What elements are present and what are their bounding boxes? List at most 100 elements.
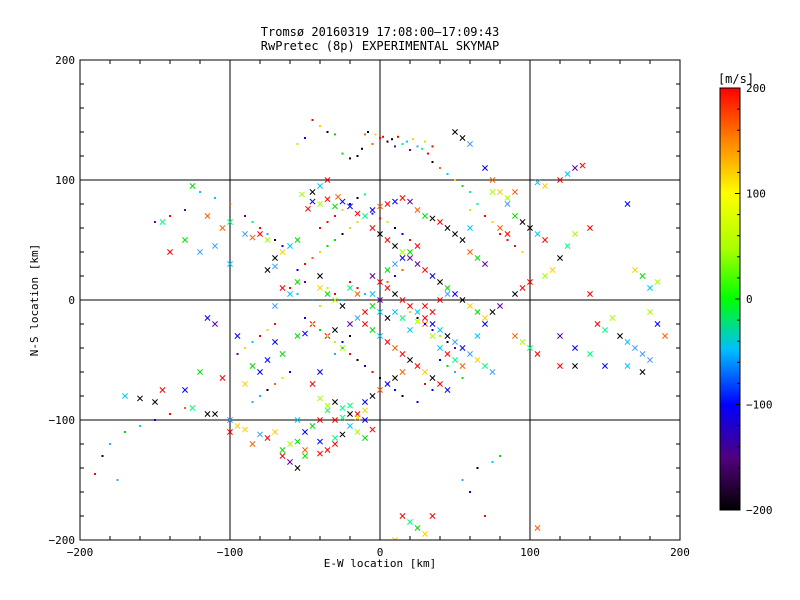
data-point-x bbox=[609, 315, 616, 321]
data-point-x bbox=[624, 339, 631, 345]
data-point-x bbox=[212, 321, 218, 327]
data-point-x bbox=[324, 291, 331, 297]
data-point-dot bbox=[401, 269, 404, 271]
data-point-dot bbox=[364, 215, 366, 217]
data-point-x bbox=[534, 351, 541, 357]
data-point-x bbox=[564, 171, 571, 177]
data-point-dot bbox=[454, 371, 456, 373]
data-point-dot bbox=[371, 371, 374, 373]
data-point-dot bbox=[491, 221, 494, 223]
data-point-x bbox=[332, 417, 338, 423]
data-point-x bbox=[482, 261, 488, 267]
data-point-x bbox=[287, 291, 293, 297]
data-point-dot bbox=[349, 335, 351, 337]
data-point-dot bbox=[274, 383, 276, 385]
data-point-x bbox=[339, 303, 346, 309]
data-point-x bbox=[234, 423, 241, 429]
data-point-dot bbox=[401, 233, 404, 235]
data-point-dot bbox=[364, 193, 366, 196]
data-point-dot bbox=[304, 317, 306, 319]
data-points bbox=[94, 119, 668, 540]
data-point-x bbox=[392, 291, 398, 297]
data-point-x bbox=[362, 309, 368, 315]
data-point-dot bbox=[469, 191, 471, 193]
data-point-x bbox=[392, 345, 398, 351]
data-point-x bbox=[444, 351, 451, 357]
data-point-x bbox=[414, 525, 421, 531]
data-point-x bbox=[399, 255, 406, 261]
data-point-x bbox=[467, 141, 473, 147]
data-point-x bbox=[587, 351, 593, 357]
data-point-dot bbox=[274, 323, 276, 325]
data-point-x bbox=[279, 447, 286, 453]
data-point-x bbox=[527, 345, 533, 351]
data-point-x bbox=[444, 225, 451, 231]
data-point-x bbox=[309, 423, 316, 429]
data-point-dot bbox=[431, 161, 434, 163]
data-point-x bbox=[392, 198, 398, 205]
data-point-dot bbox=[397, 135, 399, 138]
data-point-dot bbox=[454, 179, 456, 181]
data-point-x bbox=[354, 210, 361, 217]
data-point-x bbox=[264, 435, 271, 441]
data-point-dot bbox=[521, 251, 524, 253]
data-point-x bbox=[294, 333, 301, 339]
data-point-dot bbox=[431, 389, 434, 391]
data-point-x bbox=[219, 225, 226, 231]
data-point-dot bbox=[439, 167, 441, 169]
data-point-x bbox=[594, 321, 601, 327]
data-point-x bbox=[459, 237, 466, 243]
data-point-x bbox=[257, 431, 263, 438]
data-point-x bbox=[572, 345, 578, 351]
x-tick-label: 200 bbox=[670, 546, 690, 559]
data-point-x bbox=[617, 333, 623, 339]
data-point-x bbox=[557, 333, 563, 339]
data-point-x bbox=[369, 303, 376, 309]
data-point-x bbox=[302, 330, 308, 337]
data-point-x bbox=[444, 291, 451, 297]
data-point-x bbox=[264, 357, 271, 363]
data-point-dot bbox=[409, 311, 411, 313]
data-point-dot bbox=[476, 203, 479, 205]
data-point-dot bbox=[427, 152, 429, 155]
data-point-x bbox=[564, 243, 571, 249]
data-point-x bbox=[309, 381, 316, 387]
data-point-x bbox=[639, 351, 646, 357]
data-point-x bbox=[347, 423, 353, 429]
data-point-dot bbox=[394, 145, 396, 148]
data-point-x bbox=[572, 363, 578, 369]
data-point-dot bbox=[416, 401, 419, 403]
data-point-x bbox=[272, 263, 278, 270]
data-point-dot bbox=[296, 269, 299, 271]
data-point-dot bbox=[236, 353, 239, 355]
data-point-dot bbox=[421, 147, 423, 150]
data-point-x bbox=[429, 513, 436, 519]
data-point-x bbox=[369, 207, 376, 213]
data-point-x bbox=[272, 255, 278, 261]
data-point-x bbox=[339, 431, 346, 438]
data-point-x bbox=[527, 279, 533, 285]
colorbar-ticks: 200 100 0 −100 −200 bbox=[735, 82, 773, 517]
data-point-x bbox=[317, 450, 323, 457]
data-point-x bbox=[512, 213, 518, 219]
data-point-dot bbox=[296, 293, 299, 295]
data-point-x bbox=[189, 405, 196, 411]
data-point-x bbox=[399, 297, 406, 303]
data-point-dot bbox=[469, 209, 471, 211]
data-point-x bbox=[452, 129, 458, 135]
data-point-dot bbox=[382, 135, 384, 138]
data-point-dot bbox=[469, 491, 471, 493]
data-point-x bbox=[347, 321, 353, 327]
data-point-x bbox=[377, 387, 383, 393]
data-point-x bbox=[317, 395, 323, 402]
data-point-x bbox=[422, 267, 428, 273]
data-point-x bbox=[557, 255, 563, 261]
data-point-dot bbox=[431, 329, 434, 331]
data-point-x bbox=[332, 297, 338, 303]
data-point-x bbox=[512, 291, 518, 297]
data-point-x bbox=[437, 327, 443, 333]
data-point-x bbox=[317, 438, 323, 445]
data-point-x bbox=[294, 237, 301, 243]
x-tick-label: −100 bbox=[217, 546, 244, 559]
data-point-dot bbox=[356, 221, 359, 223]
